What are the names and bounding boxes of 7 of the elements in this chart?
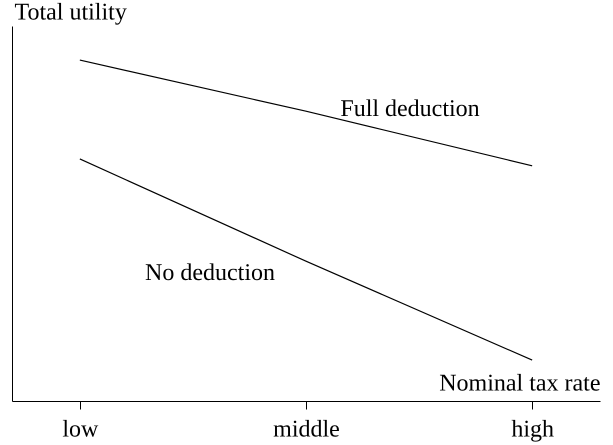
x-axis-title: Nominal tax rate (439, 370, 600, 396)
x-tick-label: low (62, 416, 100, 442)
y-axis-title: Total utility (14, 0, 127, 26)
series-label: Full deduction (340, 96, 480, 122)
x-tick-label: middle (273, 416, 340, 442)
series-label: No deduction (145, 260, 275, 286)
x-tick-label: high (511, 416, 554, 442)
